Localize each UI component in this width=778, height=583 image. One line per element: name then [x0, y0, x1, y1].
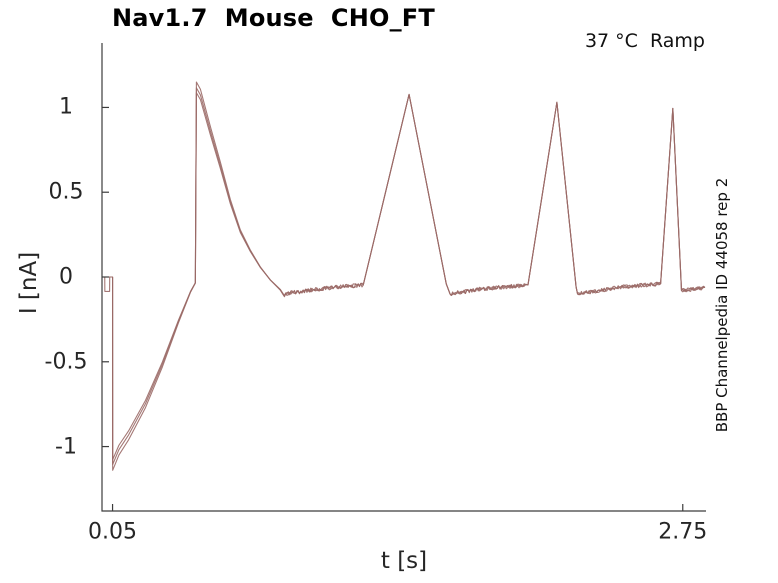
current-trace-sweep-1 [102, 87, 706, 466]
axis-spines [101, 43, 706, 512]
x-axis-label: t [s] [380, 548, 428, 574]
y-tick-label: 0.5 [48, 179, 84, 205]
y-tick-label: -1 [55, 434, 77, 460]
y-tick-label: -0.5 [44, 349, 88, 375]
current-trace-sweep-0 [102, 81, 706, 471]
y-tick-label: 1 [59, 94, 73, 120]
x-tick-label: 0.05 [88, 519, 138, 545]
y-tick-label: 0 [59, 264, 73, 290]
current-trace-sweep-2 [102, 92, 706, 461]
x-tick-label: 2.75 [658, 519, 708, 545]
temperature-ramp-annotation: 37 °C Ramp [584, 30, 705, 52]
chart-title: Nav1.7 Mouse CHO_FT [112, 4, 435, 32]
